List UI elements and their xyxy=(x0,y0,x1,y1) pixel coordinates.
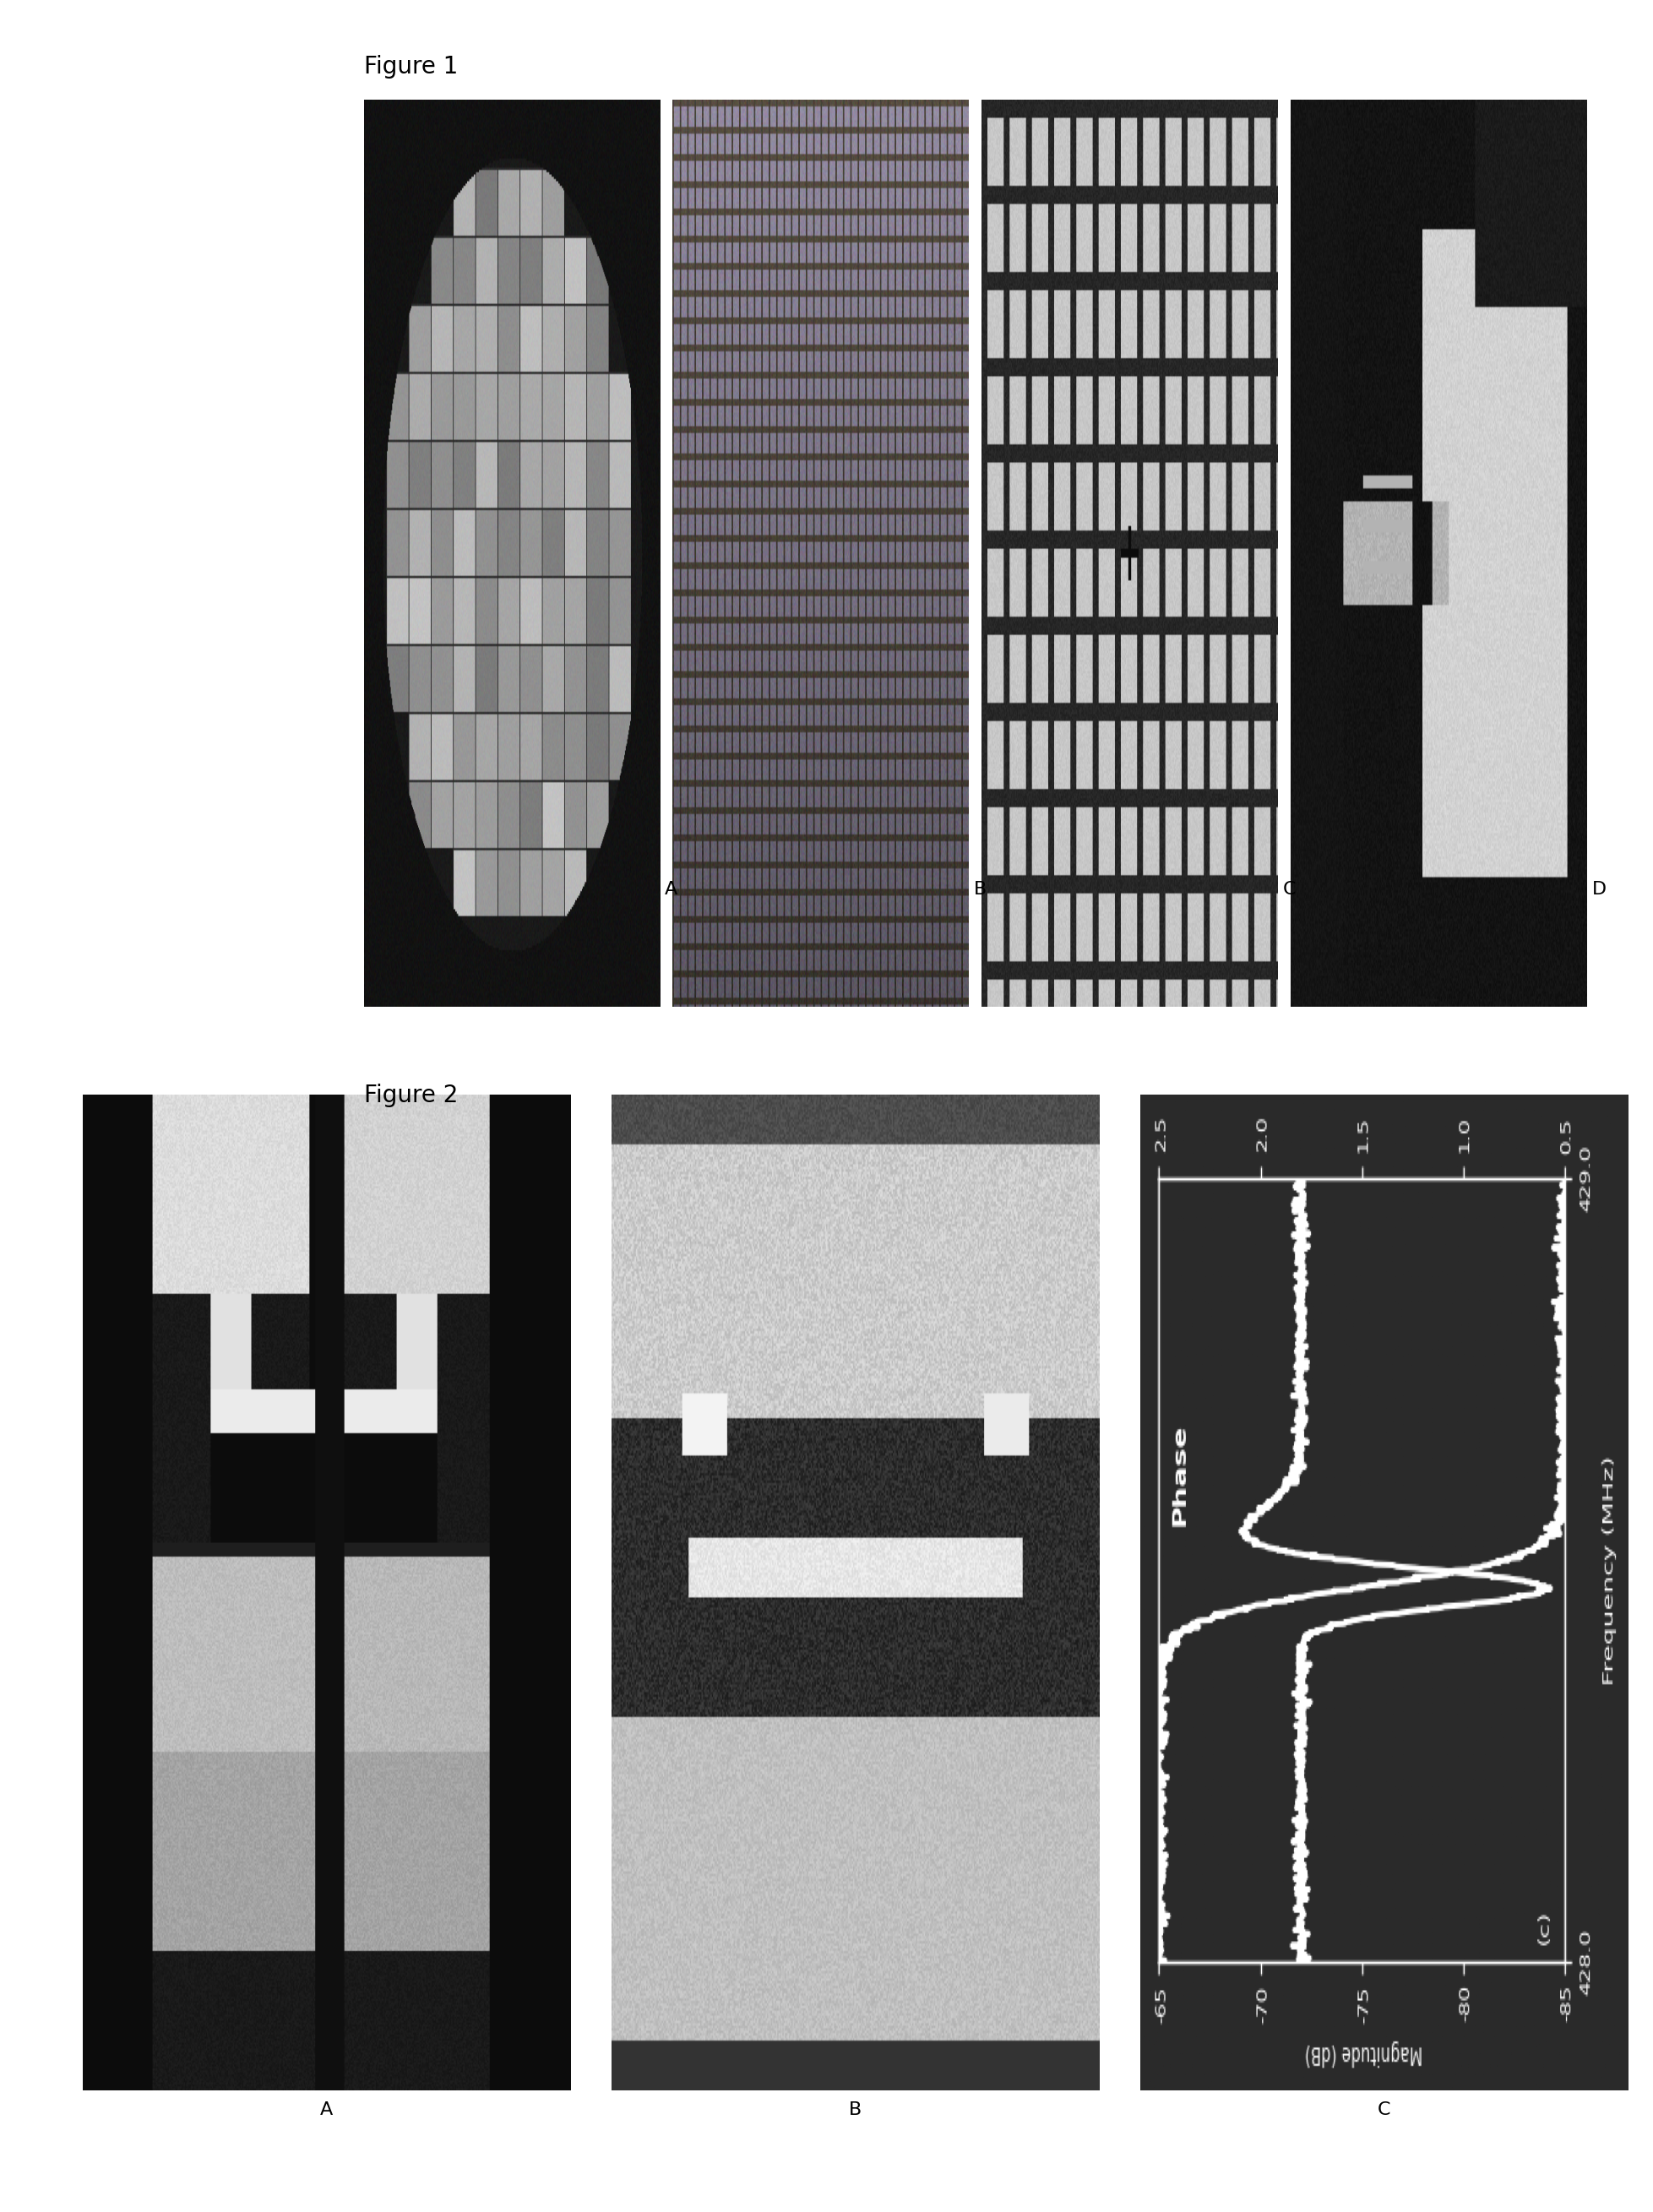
Text: B: B xyxy=(974,880,987,898)
Text: A: A xyxy=(665,880,678,898)
Text: B: B xyxy=(850,2101,861,2119)
Text: D: D xyxy=(1592,880,1607,898)
Text: Figure 1: Figure 1 xyxy=(364,55,458,80)
Text: A: A xyxy=(321,2101,332,2119)
Text: C: C xyxy=(1379,2101,1390,2119)
Text: C: C xyxy=(1283,880,1296,898)
Text: Figure 2: Figure 2 xyxy=(364,1084,458,1108)
